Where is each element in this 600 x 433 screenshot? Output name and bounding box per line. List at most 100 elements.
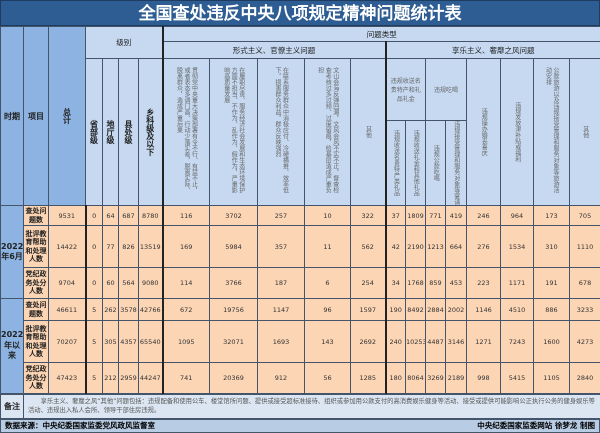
data-cell: 0 xyxy=(86,268,103,299)
data-cell: 705 xyxy=(570,206,600,226)
note-table: 备注 享乐主义、奢靡之风“其他”问题包括：违规配备和使用公车、楼堂馆所问题、提供… xyxy=(0,394,600,419)
header-period: 时期 xyxy=(1,27,24,206)
data-cell: 7243 xyxy=(501,321,534,363)
data-cell: 0 xyxy=(86,226,103,268)
note-text: 享乐主义、奢靡之风“其他”问题包括：违规配备和使用公车、楼堂馆所问题、提供或接受… xyxy=(24,395,600,419)
credit: 中央纪委国家监委网站 徐梦龙 制图 xyxy=(477,420,595,431)
header-level-township: 乡科级及以下 xyxy=(139,59,163,206)
data-cell: 664 xyxy=(446,226,467,268)
data-cell: 8780 xyxy=(139,206,163,226)
statistics-table: 时期 项目 总计 级别 问题类型 形式主义、官僚主义问题 享乐主义、奢靡之风问题… xyxy=(0,26,600,394)
row-item-label: 查处问题数 xyxy=(24,299,49,321)
header-level-province: 省部级 xyxy=(86,59,103,206)
data-cell: 1105 xyxy=(534,363,570,394)
data-cell: 305 xyxy=(103,321,119,363)
header-level: 级别 xyxy=(86,27,163,59)
header-subsidies: 违规发放津补贴或福利 xyxy=(501,59,534,206)
data-cell: 257 xyxy=(258,206,305,226)
data-cell: 1110 xyxy=(570,226,600,268)
data-cell: 3702 xyxy=(210,206,258,226)
data-cell: 1146 xyxy=(467,299,501,321)
data-cell: 223 xyxy=(467,268,501,299)
data-cell: 964 xyxy=(501,206,534,226)
data-cell: 246 xyxy=(467,206,501,226)
table-title: 全国查处违反中央八项规定精神问题统计表 xyxy=(0,0,600,26)
data-cell: 9531 xyxy=(49,206,86,226)
data-cell: 912 xyxy=(258,363,305,394)
header-dining-public: 违规公款吃喝 xyxy=(426,121,446,206)
data-cell: 47423 xyxy=(49,363,86,394)
header-hedonism: 享乐主义、奢靡之风问题 xyxy=(386,42,600,59)
row-item-label: 批评教育帮助和处理人数 xyxy=(24,321,49,363)
data-cell: 3233 xyxy=(570,299,600,321)
row-item-label: 党纪政务处分人数 xyxy=(24,363,49,394)
period-label: 2022年6月 xyxy=(1,206,24,299)
data-cell: 116 xyxy=(163,206,210,226)
row-item-label: 查处问题数 xyxy=(24,206,49,226)
data-cell: 10253 xyxy=(406,321,426,363)
data-cell: 826 xyxy=(119,226,139,268)
data-cell: 4273 xyxy=(570,321,600,363)
header-formalism-3: 在联系服务群众中消极应付、冷硬横推、效率低下，损害群众利益，群众反映强烈 xyxy=(258,59,305,206)
header-formalism-2: 在履职尽责、服务经济社会发展和生态环境保护方面不担当、不作为、乱作为、假作为，严… xyxy=(210,59,258,206)
data-cell: 8064 xyxy=(406,363,426,394)
data-cell: 322 xyxy=(351,206,386,226)
header-problem-type: 问题类型 xyxy=(163,27,600,42)
data-cell: 212 xyxy=(103,363,119,394)
data-cell: 169 xyxy=(163,226,210,268)
header-level-bureau: 地厅级 xyxy=(103,59,119,206)
header-formalism-4: 文山会海反弹回潮，文风会风不实不正，督查检查考核过多过频、过度留痕，给基层造成严… xyxy=(305,59,351,206)
data-cell: 998 xyxy=(467,363,501,394)
data-cell: 3269 xyxy=(426,363,446,394)
data-cell: 240 xyxy=(386,321,406,363)
header-dining-banquet: 违规接受管理和服务对象等宴请 xyxy=(446,121,467,206)
data-cell: 2189 xyxy=(446,363,467,394)
data-cell: 1600 xyxy=(534,321,570,363)
data-cell: 187 xyxy=(258,268,305,299)
data-cell: 254 xyxy=(351,268,386,299)
data-cell: 14422 xyxy=(49,226,86,268)
data-cell: 10 xyxy=(305,206,351,226)
data-cell: 886 xyxy=(534,299,570,321)
data-cell: 37 xyxy=(386,206,406,226)
data-cell: 687 xyxy=(119,206,139,226)
data-cell: 1809 xyxy=(406,206,426,226)
data-cell: 2840 xyxy=(570,363,600,394)
data-cell: 42 xyxy=(386,226,406,268)
data-cell: 1285 xyxy=(351,363,386,394)
data-cell: 1768 xyxy=(406,268,426,299)
data-cell: 564 xyxy=(119,268,139,299)
data-cell: 19756 xyxy=(210,299,258,321)
data-cell: 44247 xyxy=(139,363,163,394)
data-cell: 2884 xyxy=(426,299,446,321)
data-source: 数据来源：中央纪委国家监委党风政风监督室 xyxy=(5,420,155,431)
data-cell: 5 xyxy=(86,299,103,321)
data-cell: 9704 xyxy=(49,268,86,299)
data-cell: 1693 xyxy=(258,321,305,363)
data-cell: 5415 xyxy=(501,363,534,394)
note-label: 备注 xyxy=(1,395,24,419)
data-cell: 276 xyxy=(467,226,501,268)
row-item-label: 党纪政务处分人数 xyxy=(24,268,49,299)
data-cell: 114 xyxy=(163,268,210,299)
data-cell: 13519 xyxy=(139,226,163,268)
header-hedonism-other: 其他 xyxy=(570,59,600,206)
data-cell: 96 xyxy=(305,299,351,321)
data-cell: 42766 xyxy=(139,299,163,321)
data-cell: 4357 xyxy=(119,321,139,363)
data-cell: 741 xyxy=(163,363,210,394)
data-cell: 56 xyxy=(305,363,351,394)
data-cell: 859 xyxy=(426,268,446,299)
header-tourism: 公款旅游以及违规接受管理和服务对象等旅游活动安排 xyxy=(534,59,570,206)
data-cell: 191 xyxy=(534,268,570,299)
data-cell: 6 xyxy=(305,268,351,299)
data-cell: 1271 xyxy=(467,321,501,363)
data-cell: 3146 xyxy=(446,321,467,363)
data-cell: 453 xyxy=(446,268,467,299)
data-cell: 20369 xyxy=(210,363,258,394)
period-label: 2022年以来 xyxy=(1,299,24,394)
